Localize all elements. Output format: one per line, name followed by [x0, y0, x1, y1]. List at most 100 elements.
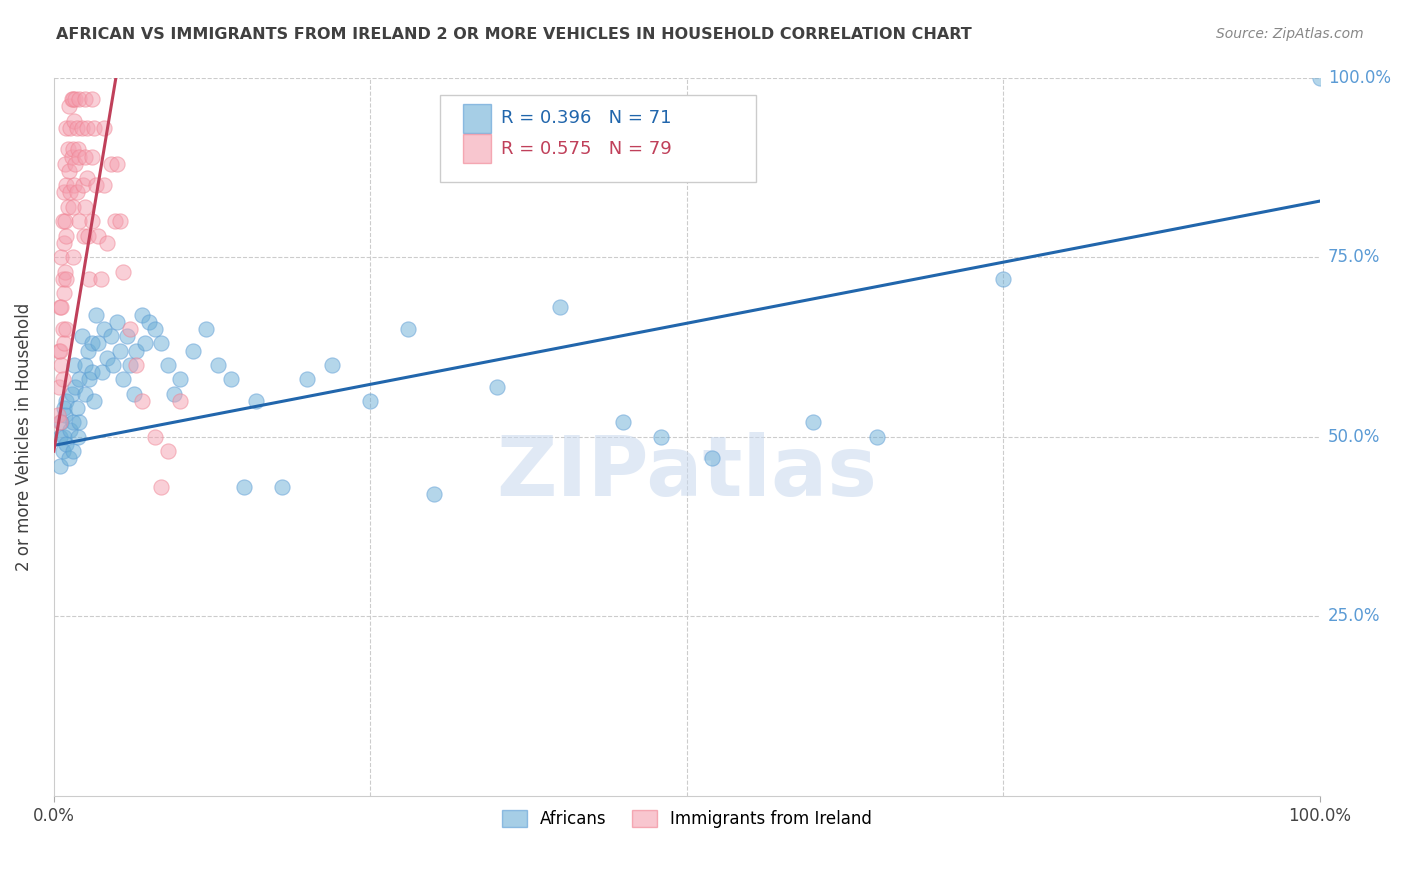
Point: [51, 250, 73, 264]
Point: [131, 393, 153, 408]
Point: [91, 365, 114, 379]
Point: [112, 372, 135, 386]
Point: [58, 451, 80, 466]
Point: [67, 372, 90, 386]
Point: [80, 336, 103, 351]
Point: [76, 171, 98, 186]
Point: [125, 358, 148, 372]
Point: [70, 120, 93, 135]
Point: [245, 393, 267, 408]
Point: [58, 99, 80, 113]
Point: [143, 430, 166, 444]
Point: [49, 416, 72, 430]
Point: [359, 393, 381, 408]
Point: [55, 178, 77, 193]
Point: [112, 264, 135, 278]
Point: [46, 409, 69, 423]
Point: [53, 409, 76, 423]
Point: [105, 315, 128, 329]
Point: [51, 301, 73, 315]
Point: [422, 487, 444, 501]
Text: 75.0%: 75.0%: [1329, 248, 1381, 266]
Point: [295, 372, 318, 386]
Point: [118, 358, 141, 372]
Point: [865, 430, 887, 444]
Point: [63, 113, 86, 128]
Point: [65, 92, 87, 106]
Point: [156, 444, 179, 458]
Point: [52, 430, 75, 444]
FancyBboxPatch shape: [440, 95, 756, 182]
Point: [612, 416, 634, 430]
Point: [93, 178, 115, 193]
Point: [48, 379, 70, 393]
Point: [103, 358, 125, 372]
Point: [93, 120, 115, 135]
Point: [72, 178, 94, 193]
Point: [60, 92, 83, 106]
Legend: Africans, Immigrants from Ireland: Africans, Immigrants from Ireland: [495, 803, 879, 834]
Text: 100.0%: 100.0%: [1329, 69, 1391, 87]
Point: [63, 358, 86, 372]
Point: [62, 142, 84, 156]
Point: [77, 271, 100, 285]
Point: [76, 120, 98, 135]
Point: [60, 386, 83, 401]
Point: [117, 329, 139, 343]
Point: [194, 322, 217, 336]
Point: [49, 301, 72, 315]
Point: [52, 235, 75, 250]
Point: [156, 358, 179, 372]
Point: [55, 228, 77, 243]
Point: [53, 214, 76, 228]
Point: [485, 379, 508, 393]
Point: [55, 271, 77, 285]
Point: [87, 228, 110, 243]
Point: [150, 480, 173, 494]
Point: [134, 336, 156, 351]
Point: [75, 92, 97, 106]
Point: [321, 358, 343, 372]
Point: [104, 214, 127, 228]
Point: [73, 228, 96, 243]
Point: [56, 142, 79, 156]
Point: [219, 372, 242, 386]
Point: [52, 322, 75, 336]
Point: [83, 120, 105, 135]
Text: 25.0%: 25.0%: [1329, 607, 1381, 625]
Point: [396, 322, 419, 336]
Point: [52, 372, 75, 386]
Point: [232, 480, 254, 494]
Text: 50.0%: 50.0%: [1329, 428, 1381, 446]
Text: AFRICAN VS IMMIGRANTS FROM IRELAND 2 OR MORE VEHICLES IN HOUSEHOLD CORRELATION C: AFRICAN VS IMMIGRANTS FROM IRELAND 2 OR …: [56, 27, 972, 42]
Point: [80, 92, 103, 106]
Point: [55, 393, 77, 408]
Point: [108, 343, 131, 358]
Point: [270, 480, 292, 494]
Point: [96, 351, 118, 365]
Point: [801, 416, 824, 430]
Point: [52, 214, 75, 228]
Point: [52, 336, 75, 351]
Point: [105, 157, 128, 171]
Point: [62, 250, 84, 264]
Point: [49, 343, 72, 358]
Point: [84, 308, 107, 322]
Point: [163, 386, 186, 401]
Text: ZIPatlas: ZIPatlas: [496, 433, 877, 513]
Point: [55, 120, 77, 135]
Point: [49, 458, 72, 473]
Point: [77, 228, 100, 243]
Point: [65, 120, 87, 135]
FancyBboxPatch shape: [463, 135, 491, 163]
Point: [59, 423, 82, 437]
Point: [67, 416, 90, 430]
Point: [58, 164, 80, 178]
Point: [52, 444, 75, 458]
Point: [125, 343, 148, 358]
Point: [60, 150, 83, 164]
Point: [143, 322, 166, 336]
Point: [62, 200, 84, 214]
Point: [87, 336, 110, 351]
Text: R = 0.396   N = 71: R = 0.396 N = 71: [501, 110, 671, 128]
